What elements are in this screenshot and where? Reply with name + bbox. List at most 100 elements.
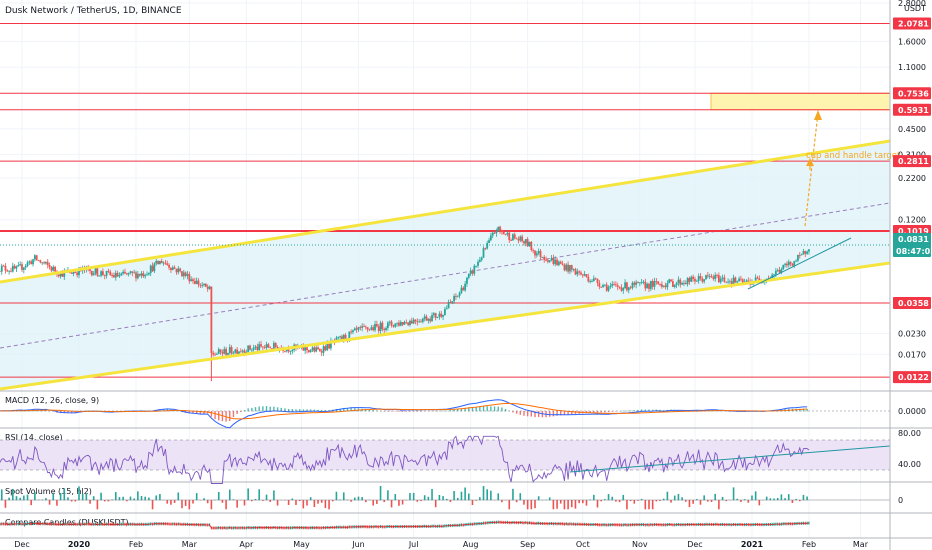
macd-bar — [302, 409, 305, 412]
level-badge — [893, 103, 931, 116]
candle — [261, 346, 264, 348]
volume-bar — [15, 496, 18, 501]
volume-bar — [523, 500, 525, 505]
volume-bar — [710, 500, 713, 502]
candle — [136, 273, 139, 279]
candle — [403, 322, 406, 325]
level-badge — [893, 17, 931, 30]
volume-bar — [798, 500, 801, 502]
candle — [545, 259, 547, 261]
candle — [407, 322, 410, 325]
volume-bar — [276, 500, 279, 506]
volume-bar — [181, 500, 183, 509]
volume-bar — [254, 498, 257, 501]
volume-bar — [195, 493, 198, 501]
candle — [738, 278, 740, 282]
candle — [444, 309, 446, 315]
macd-bar — [236, 411, 238, 415]
macd-bar — [615, 411, 617, 412]
candle — [46, 261, 49, 266]
volume-bar — [412, 492, 415, 501]
candle — [756, 277, 759, 279]
candle — [710, 276, 713, 278]
candle — [284, 350, 286, 352]
candle — [90, 270, 93, 276]
volume-bar — [74, 500, 77, 502]
macd-bar — [468, 407, 470, 412]
volume-bar — [92, 496, 95, 501]
volume-bar — [247, 488, 249, 501]
candle — [363, 326, 365, 328]
volume-bar — [530, 500, 533, 510]
candle — [381, 322, 384, 330]
macd-bar — [596, 411, 599, 413]
candle — [762, 282, 764, 284]
candle — [302, 345, 305, 351]
volume-bar — [19, 497, 21, 501]
candle — [241, 350, 244, 352]
candle — [754, 277, 757, 283]
candle — [171, 267, 174, 271]
candle — [432, 313, 435, 316]
candle — [159, 261, 161, 265]
candle — [725, 281, 728, 283]
volume-bar — [740, 500, 742, 502]
channel-lower-line — [0, 261, 891, 391]
volume-bar — [508, 500, 511, 510]
candle — [504, 234, 507, 235]
candle — [436, 316, 439, 318]
volume-bar — [151, 500, 154, 510]
candle — [605, 284, 608, 291]
macd-bar — [648, 409, 650, 412]
countdown-label: 08:47:02 — [896, 247, 932, 256]
macd-bar — [262, 406, 264, 412]
candle — [392, 325, 395, 327]
candle — [699, 276, 702, 279]
volume-bar — [765, 496, 768, 501]
volume-bar — [747, 500, 750, 503]
candle — [484, 248, 487, 250]
macd-bar — [526, 411, 529, 417]
candle — [793, 261, 796, 266]
candle — [455, 295, 457, 297]
candle — [149, 265, 152, 274]
candle — [622, 288, 625, 291]
candle — [633, 282, 636, 285]
candle — [173, 267, 176, 269]
price-tick-label: 0.0230 — [898, 329, 926, 338]
volume-bar — [475, 500, 477, 501]
macd-bar — [519, 411, 521, 415]
candle — [637, 282, 639, 284]
candle — [462, 287, 465, 291]
volume-bar — [677, 493, 680, 501]
volume-bar — [434, 500, 437, 508]
volume-bar — [732, 487, 735, 501]
volume-bar — [376, 500, 378, 504]
candle — [464, 283, 467, 291]
candle — [486, 243, 489, 249]
candle — [78, 267, 80, 276]
candle — [157, 260, 159, 265]
candle — [642, 281, 645, 283]
macd-bar — [63, 411, 65, 414]
candle — [657, 281, 660, 285]
volume-bar — [707, 500, 709, 502]
candle — [147, 273, 150, 275]
volume-bar — [633, 500, 636, 504]
time-tick-label: May — [293, 540, 310, 549]
candle — [456, 295, 459, 297]
candle — [379, 322, 382, 332]
candle — [120, 273, 123, 276]
candle — [114, 272, 117, 278]
candle — [688, 278, 691, 282]
volume-bar — [302, 500, 305, 509]
macd-bar — [243, 410, 246, 412]
candle — [791, 263, 794, 266]
macd-bar — [368, 409, 371, 412]
candle — [184, 272, 187, 276]
volume-bar — [673, 495, 676, 501]
candle — [434, 313, 437, 318]
macd-bar — [512, 411, 514, 413]
candle — [129, 271, 132, 273]
candle — [607, 286, 610, 291]
